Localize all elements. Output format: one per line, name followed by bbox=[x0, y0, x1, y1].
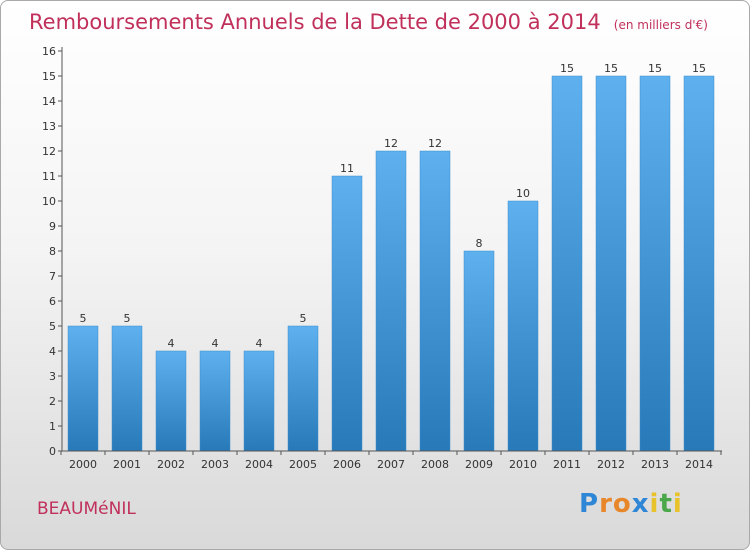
logo-letter: x bbox=[631, 489, 650, 519]
x-tick-2003: 2003 bbox=[201, 458, 229, 471]
y-tick-6: 6 bbox=[49, 295, 56, 308]
value-label-2012: 15 bbox=[604, 62, 618, 75]
x-tick-2007: 2007 bbox=[377, 458, 405, 471]
bar-2011 bbox=[551, 75, 583, 452]
bar-2010 bbox=[507, 200, 539, 452]
value-label-2011: 15 bbox=[560, 62, 574, 75]
x-tick-2008: 2008 bbox=[421, 458, 449, 471]
x-tick-2010: 2010 bbox=[509, 458, 537, 471]
value-label-2013: 15 bbox=[648, 62, 662, 75]
value-label-2003: 4 bbox=[212, 337, 219, 350]
proxiti-logo: Proxiti bbox=[579, 489, 683, 519]
chart-unit-note: (en milliers d'€) bbox=[613, 18, 708, 32]
x-tick-2013: 2013 bbox=[641, 458, 669, 471]
bar-2009 bbox=[463, 250, 495, 452]
x-tick-2000: 2000 bbox=[69, 458, 97, 471]
value-label-2004: 4 bbox=[256, 337, 263, 350]
y-tick-11: 11 bbox=[42, 170, 56, 183]
bar-2002 bbox=[155, 350, 187, 452]
x-tick-2011: 2011 bbox=[553, 458, 581, 471]
bar-2014 bbox=[683, 75, 715, 452]
y-tick-16: 16 bbox=[42, 45, 56, 58]
y-tick-7: 7 bbox=[49, 270, 56, 283]
y-tick-13: 13 bbox=[42, 120, 56, 133]
value-label-2001: 5 bbox=[124, 312, 131, 325]
logo-letter: P bbox=[579, 489, 600, 519]
y-tick-15: 15 bbox=[42, 70, 56, 83]
y-tick-12: 12 bbox=[42, 145, 56, 158]
x-tick-2014: 2014 bbox=[685, 458, 713, 471]
value-label-2009: 8 bbox=[476, 237, 483, 250]
bar-2003 bbox=[199, 350, 231, 452]
y-tick-9: 9 bbox=[49, 220, 56, 233]
value-label-2007: 12 bbox=[384, 137, 398, 150]
value-label-2006: 11 bbox=[340, 162, 354, 175]
bar-2006 bbox=[331, 175, 363, 452]
y-tick-0: 0 bbox=[49, 445, 56, 458]
axes-group: 2000 2001 2002 2003 2004 2005 2006 2007 2008 2009… bbox=[42, 45, 722, 471]
x-tick-2005: 2005 bbox=[289, 458, 317, 471]
x-tick-2001: 2001 bbox=[113, 458, 141, 471]
y-tick-3: 3 bbox=[49, 370, 56, 383]
x-tick-2002: 2002 bbox=[157, 458, 185, 471]
value-label-2002: 4 bbox=[168, 337, 175, 350]
y-tick-10: 10 bbox=[42, 195, 56, 208]
bar-2001 bbox=[111, 325, 143, 452]
logo-letter: r bbox=[599, 489, 613, 519]
bar-2005 bbox=[287, 325, 319, 452]
bar-2013 bbox=[639, 75, 671, 452]
x-tick-2009: 2009 bbox=[465, 458, 493, 471]
x-tick-2012: 2012 bbox=[597, 458, 625, 471]
bar-2007 bbox=[375, 150, 407, 452]
value-label-2014: 15 bbox=[692, 62, 706, 75]
x-tick-2004: 2004 bbox=[245, 458, 273, 471]
x-tick-2006: 2006 bbox=[333, 458, 361, 471]
value-label-2010: 10 bbox=[516, 187, 530, 200]
y-tick-14: 14 bbox=[42, 95, 56, 108]
chart-title: Remboursements Annuels de la Dette de 20… bbox=[29, 10, 601, 34]
chart-title-block: Remboursements Annuels de la Dette de 20… bbox=[29, 10, 708, 34]
y-tick-1: 1 bbox=[49, 420, 56, 433]
value-label-2005: 5 bbox=[300, 312, 307, 325]
bar-2012 bbox=[595, 75, 627, 452]
value-label-2000: 5 bbox=[80, 312, 87, 325]
logo-letter: i bbox=[649, 489, 660, 519]
bars-group: 5 5 4 4 4 5 11 12 12 8 10 15 15 15 15 bbox=[67, 62, 715, 452]
logo-letter: o bbox=[612, 489, 632, 519]
bar-2004 bbox=[243, 350, 275, 452]
logo-letter: i bbox=[672, 489, 683, 519]
y-tick-4: 4 bbox=[49, 345, 56, 358]
bar-2008 bbox=[419, 150, 451, 452]
bar-2000 bbox=[67, 325, 99, 452]
logo-letter: t bbox=[659, 489, 673, 519]
value-label-2008: 12 bbox=[428, 137, 442, 150]
y-tick-8: 8 bbox=[49, 245, 56, 258]
y-tick-2: 2 bbox=[49, 395, 56, 408]
commune-name: BEAUMéNIL bbox=[37, 499, 136, 519]
y-tick-5: 5 bbox=[49, 320, 56, 333]
